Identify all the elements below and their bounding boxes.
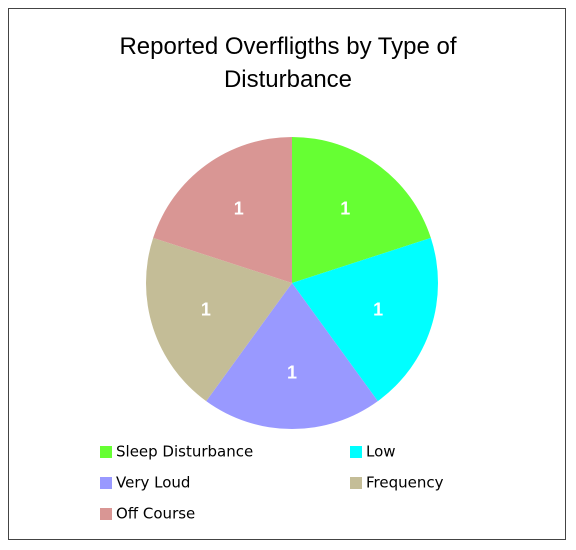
legend-swatch [100, 508, 112, 520]
pie-slice [153, 137, 292, 283]
data-label: 1 [287, 362, 297, 382]
legend-label: Very Loud [116, 474, 190, 492]
pie-slice [206, 283, 378, 430]
legend-label: Off Course [116, 505, 195, 523]
chart-frame [8, 8, 566, 540]
legend-swatch [100, 446, 112, 458]
chart-title: Reported Overfligths by Type of Disturba… [119, 33, 457, 93]
pie-slice [292, 237, 438, 402]
pie-slice [146, 237, 292, 402]
legend-label: Sleep Disturbance [116, 443, 253, 461]
pie-slice [292, 137, 431, 283]
data-label: 1 [234, 199, 244, 219]
data-label: 1 [340, 199, 350, 219]
legend-swatch [350, 446, 362, 458]
legend-label: Frequency [366, 474, 444, 492]
legend-swatch [350, 477, 362, 489]
data-label: 1 [373, 300, 383, 320]
legend-label: Low [366, 443, 396, 461]
legend-swatch [100, 477, 112, 489]
data-label: 1 [201, 300, 211, 320]
